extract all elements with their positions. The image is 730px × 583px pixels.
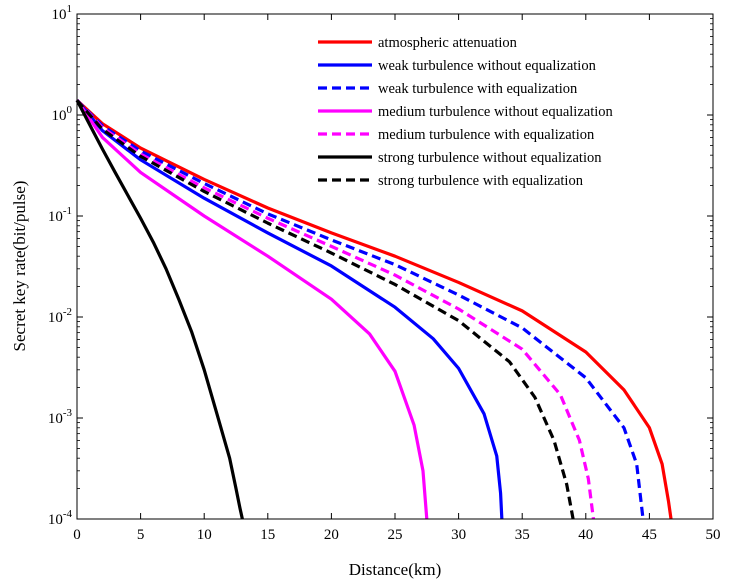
x-tick-label: 25 xyxy=(388,527,403,543)
x-tick-label: 35 xyxy=(515,527,530,543)
y-tick-label: 10-4 xyxy=(48,508,73,528)
series-line-4 xyxy=(75,99,596,520)
plot-background xyxy=(77,14,713,519)
x-tick-label: 10 xyxy=(197,527,212,543)
x-tick-label: 5 xyxy=(137,527,145,543)
x-tick-label: 45 xyxy=(642,527,657,543)
legend-label-6: strong turbulence with equalization xyxy=(378,173,584,189)
legend-label-2: weak turbulence with equalization xyxy=(378,81,578,97)
x-tick-label: 15 xyxy=(260,527,275,543)
ticks-layer: 0 5 10 15 20 25 30 35 40 45 50 101 100 10-1 10-2 10-3 10… xyxy=(48,3,721,543)
legend: atmospheric attenuation weak turbulence w… xyxy=(318,35,614,189)
series-layer xyxy=(75,99,673,520)
x-tick-label: 50 xyxy=(706,527,721,543)
y-tick-label: 100 xyxy=(52,104,73,124)
series-line-0 xyxy=(75,99,673,520)
series-line-6 xyxy=(75,99,575,520)
x-axis-label: Distance(km) xyxy=(349,560,442,579)
x-tick-label: 20 xyxy=(324,527,339,543)
legend-label-1: weak turbulence without equalization xyxy=(378,58,597,74)
y-tick-label: 10-2 xyxy=(48,306,72,326)
series-line-2 xyxy=(75,99,645,520)
series-line-3 xyxy=(75,99,429,520)
legend-label-4: medium turbulence with equalization xyxy=(378,127,595,143)
x-tick-label: 40 xyxy=(578,527,593,543)
legend-label-5: strong turbulence without equalization xyxy=(378,150,602,166)
series-line-5 xyxy=(75,99,244,520)
legend-label-3: medium turbulence without equalization xyxy=(378,104,614,120)
series-line-1 xyxy=(75,99,504,520)
y-tick-label: 10-1 xyxy=(48,205,72,225)
y-axis-label: Secret key rate(bit/pulse) xyxy=(10,181,29,352)
x-tick-label: 0 xyxy=(73,527,81,543)
legend-label-0: atmospheric attenuation xyxy=(378,35,518,51)
y-tick-label: 101 xyxy=(52,3,73,23)
y-tick-label: 10-3 xyxy=(48,407,73,427)
x-tick-label: 30 xyxy=(451,527,466,543)
